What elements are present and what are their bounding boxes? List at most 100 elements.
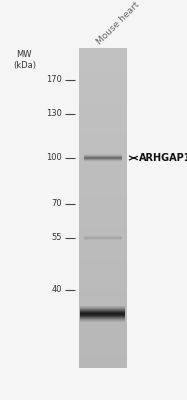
Bar — [79, 296, 127, 299]
Bar — [79, 165, 127, 168]
Bar — [79, 72, 127, 75]
Bar — [79, 181, 127, 184]
Bar — [79, 160, 127, 163]
Bar — [79, 202, 127, 205]
Bar — [79, 66, 127, 69]
Bar — [79, 74, 127, 77]
Bar — [80, 306, 125, 307]
Bar — [80, 310, 125, 311]
Bar — [80, 311, 125, 312]
Bar — [80, 318, 125, 319]
Bar — [79, 122, 127, 125]
Bar — [79, 256, 127, 259]
Bar — [79, 288, 127, 291]
Bar — [79, 90, 127, 93]
Bar — [79, 245, 127, 248]
Text: MW
(kDa): MW (kDa) — [13, 50, 36, 70]
Bar — [80, 319, 125, 320]
Bar — [79, 61, 127, 64]
Bar — [79, 344, 127, 347]
Bar — [79, 349, 127, 352]
Bar — [79, 189, 127, 192]
Bar — [79, 221, 127, 224]
Bar — [79, 330, 127, 333]
Bar — [79, 285, 127, 288]
Bar — [79, 298, 127, 301]
Bar — [79, 208, 127, 211]
Bar — [79, 322, 127, 325]
Bar — [79, 69, 127, 72]
Bar — [79, 240, 127, 243]
Bar — [79, 218, 127, 221]
Bar — [79, 362, 127, 365]
Bar — [79, 328, 127, 331]
Bar — [80, 315, 125, 316]
Bar — [79, 194, 127, 197]
Bar — [80, 316, 125, 317]
Bar — [80, 314, 125, 315]
Bar — [79, 320, 127, 323]
Bar — [80, 309, 125, 310]
Bar — [79, 56, 127, 59]
Bar — [79, 178, 127, 181]
Bar — [80, 321, 125, 322]
Bar — [80, 311, 125, 312]
Bar — [79, 242, 127, 245]
Bar — [79, 152, 127, 155]
Bar — [79, 114, 127, 117]
Bar — [80, 318, 125, 319]
Bar — [80, 313, 125, 314]
Bar — [79, 154, 127, 157]
Bar — [79, 149, 127, 152]
Bar — [80, 310, 125, 311]
Bar — [80, 306, 125, 307]
Bar — [80, 320, 125, 321]
Bar — [79, 229, 127, 232]
Text: 130: 130 — [46, 110, 62, 118]
Bar — [79, 170, 127, 173]
Bar — [79, 50, 127, 53]
Bar — [79, 304, 127, 307]
Bar — [79, 280, 127, 283]
Bar — [79, 144, 127, 147]
Bar — [80, 308, 125, 309]
Bar — [79, 136, 127, 139]
Bar — [79, 141, 127, 144]
Bar — [80, 321, 125, 322]
Bar — [79, 53, 127, 56]
Bar — [79, 290, 127, 293]
Bar — [79, 112, 127, 115]
Bar — [79, 96, 127, 99]
Bar — [79, 264, 127, 267]
Bar — [80, 315, 125, 316]
Bar — [79, 77, 127, 80]
Bar — [80, 312, 125, 313]
Bar — [79, 234, 127, 237]
Bar — [79, 274, 127, 277]
Bar — [79, 64, 127, 67]
Bar — [79, 309, 127, 312]
Text: 55: 55 — [51, 234, 62, 242]
Bar — [79, 357, 127, 360]
Bar — [79, 226, 127, 229]
Bar — [79, 98, 127, 101]
Bar — [80, 320, 125, 321]
Bar — [79, 338, 127, 341]
Bar — [79, 312, 127, 315]
Bar — [79, 93, 127, 96]
Bar — [79, 205, 127, 208]
Bar — [79, 261, 127, 264]
Bar — [80, 307, 125, 308]
Bar — [79, 80, 127, 83]
Bar — [79, 248, 127, 251]
Bar — [79, 317, 127, 320]
Bar — [79, 104, 127, 107]
Bar — [79, 277, 127, 280]
Bar — [79, 168, 127, 171]
Bar — [79, 325, 127, 328]
Bar — [79, 272, 127, 275]
Bar — [79, 120, 127, 123]
Bar — [79, 306, 127, 309]
Bar — [79, 354, 127, 357]
Bar — [80, 307, 125, 308]
